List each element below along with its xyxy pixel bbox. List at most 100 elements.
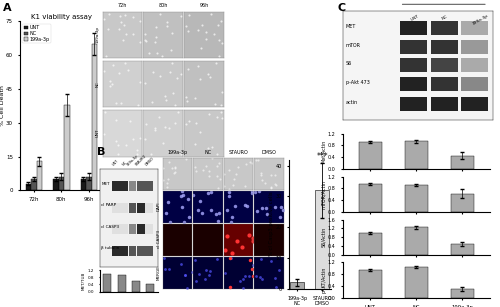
Bar xyxy=(358,142,382,169)
Bar xyxy=(400,58,426,72)
Text: actin: actin xyxy=(346,100,358,105)
Bar xyxy=(431,58,458,72)
Text: DMSO: DMSO xyxy=(262,150,276,155)
Text: 199a-3p: 199a-3p xyxy=(96,26,100,44)
Bar xyxy=(404,142,428,169)
Bar xyxy=(461,40,488,54)
Bar xyxy=(112,203,120,212)
Bar xyxy=(64,105,70,190)
Bar xyxy=(112,224,120,234)
Bar xyxy=(316,190,329,289)
Text: MET: MET xyxy=(346,24,356,29)
Text: MET: MET xyxy=(101,181,110,186)
Text: NC: NC xyxy=(204,150,212,155)
Bar xyxy=(461,21,488,35)
Bar xyxy=(112,246,120,256)
Text: cl PARP: cl PARP xyxy=(101,203,116,207)
Bar xyxy=(120,181,128,191)
Text: 80h: 80h xyxy=(158,3,168,8)
Bar xyxy=(404,185,428,212)
Bar xyxy=(358,184,382,212)
Text: p-Akt 473: p-Akt 473 xyxy=(346,80,370,85)
Bar xyxy=(146,246,153,256)
Text: MERGE: MERGE xyxy=(157,265,161,279)
Bar xyxy=(26,184,31,190)
Bar xyxy=(404,227,428,255)
Bar xyxy=(120,224,128,234)
Bar xyxy=(146,284,154,292)
Bar xyxy=(451,194,474,212)
Text: A: A xyxy=(2,3,11,13)
Bar xyxy=(137,181,144,191)
Bar xyxy=(137,224,144,234)
Bar xyxy=(120,203,128,212)
Text: DMSO: DMSO xyxy=(144,157,154,167)
Bar xyxy=(129,181,136,191)
Bar xyxy=(129,246,136,256)
Text: cl CASP3: cl CASP3 xyxy=(157,230,161,248)
Bar xyxy=(400,77,426,91)
Bar xyxy=(36,161,42,190)
Bar xyxy=(400,40,426,54)
Bar xyxy=(86,177,92,190)
Text: 72h: 72h xyxy=(118,3,127,8)
Y-axis label: mTOR/Actin: mTOR/Actin xyxy=(322,180,326,209)
Bar xyxy=(129,203,136,212)
Bar xyxy=(431,97,458,111)
Bar xyxy=(112,181,120,191)
Text: UNT: UNT xyxy=(96,129,100,138)
Bar xyxy=(431,40,458,54)
Bar xyxy=(290,282,304,289)
Bar xyxy=(80,179,86,190)
Bar xyxy=(451,244,474,255)
Y-axis label: S6/Actin: S6/Actin xyxy=(322,227,326,247)
Text: mTOR: mTOR xyxy=(346,43,360,48)
Bar xyxy=(358,233,382,255)
Text: 199a-3p: 199a-3p xyxy=(126,154,140,167)
Bar xyxy=(451,156,474,169)
Y-axis label: Met/Actin: Met/Actin xyxy=(322,140,326,163)
Y-axis label: % Cell Death: % Cell Death xyxy=(0,85,4,126)
Bar xyxy=(53,179,59,190)
Bar xyxy=(92,44,97,190)
Text: NC: NC xyxy=(96,81,100,87)
Y-axis label: pAKT/Actin: pAKT/Actin xyxy=(322,267,326,293)
Bar xyxy=(58,177,64,190)
Bar xyxy=(404,267,428,298)
Text: B: B xyxy=(98,147,106,157)
Text: 199a-3p: 199a-3p xyxy=(168,150,188,155)
Legend: UNT, NC, 199a-3p: UNT, NC, 199a-3p xyxy=(22,24,51,43)
Bar xyxy=(400,97,426,111)
Bar xyxy=(146,181,153,191)
Text: ***: *** xyxy=(316,152,328,161)
Text: NC: NC xyxy=(442,14,449,21)
Text: UNT: UNT xyxy=(112,159,120,167)
Text: DAPI: DAPI xyxy=(157,201,161,211)
Bar xyxy=(358,270,382,298)
Bar xyxy=(31,179,36,190)
Bar xyxy=(431,77,458,91)
Title: K1 viability assay: K1 viability assay xyxy=(31,14,92,20)
Bar xyxy=(146,203,153,212)
Bar xyxy=(451,289,474,298)
Bar xyxy=(137,203,144,212)
Text: UNT: UNT xyxy=(410,14,420,22)
Bar xyxy=(132,281,140,292)
Bar xyxy=(461,58,488,72)
Bar xyxy=(137,246,144,256)
Text: cl CASP3: cl CASP3 xyxy=(101,225,119,229)
Text: STAURO: STAURO xyxy=(228,150,248,155)
Bar xyxy=(120,246,128,256)
Text: STAURO: STAURO xyxy=(134,154,147,167)
Text: C: C xyxy=(338,3,345,13)
Text: 199a-3p: 199a-3p xyxy=(472,14,489,26)
Text: 96h: 96h xyxy=(200,3,208,8)
Bar xyxy=(118,275,126,292)
Y-axis label: % cl Casp3 positive cells: % cl Casp3 positive cells xyxy=(269,192,274,256)
Bar xyxy=(461,77,488,91)
Bar xyxy=(103,274,111,292)
Text: 72 h: 72 h xyxy=(438,0,452,1)
Text: S6: S6 xyxy=(346,60,352,66)
Bar xyxy=(431,21,458,35)
Text: NC: NC xyxy=(121,161,128,167)
